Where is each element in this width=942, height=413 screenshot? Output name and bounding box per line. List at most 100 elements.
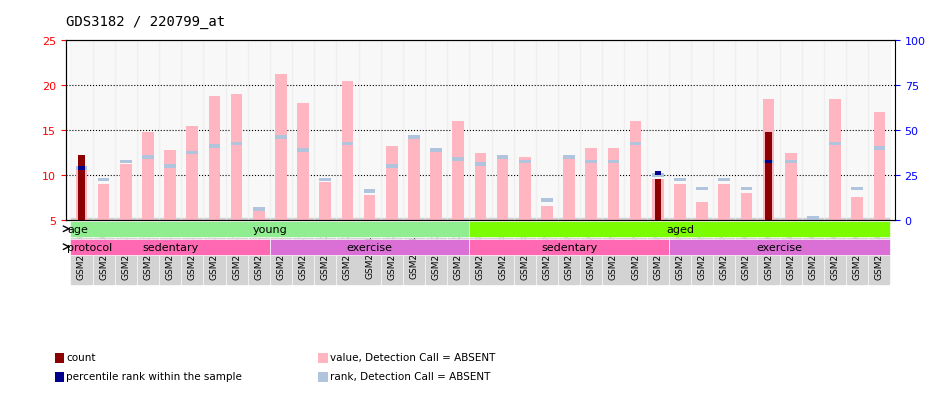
Bar — [513, 41, 536, 220]
Bar — [740, 187, 753, 191]
Bar — [71, 41, 92, 220]
Bar — [231, 95, 242, 220]
Bar — [78, 166, 85, 170]
Bar — [75, 171, 88, 220]
FancyBboxPatch shape — [669, 239, 890, 255]
Bar — [829, 100, 841, 220]
Bar — [475, 153, 486, 220]
Bar — [203, 41, 225, 220]
Bar — [386, 147, 398, 220]
Text: protocol: protocol — [67, 242, 112, 252]
Text: sedentary: sedentary — [541, 242, 597, 252]
Bar — [580, 41, 602, 220]
Bar — [496, 156, 509, 159]
Bar — [563, 156, 575, 159]
Bar — [608, 149, 619, 220]
Bar — [807, 220, 819, 225]
Bar — [447, 41, 469, 220]
Bar — [381, 41, 403, 220]
Bar — [452, 122, 464, 220]
Bar — [630, 142, 642, 146]
Bar — [137, 41, 159, 220]
Bar — [386, 165, 398, 169]
Bar — [763, 160, 774, 164]
Bar — [807, 217, 819, 220]
Bar — [558, 41, 580, 220]
Bar — [713, 41, 736, 220]
Bar — [403, 41, 425, 220]
Bar — [430, 149, 442, 152]
Text: value, Detection Call = ABSENT: value, Detection Call = ABSENT — [330, 352, 495, 362]
Bar — [669, 41, 691, 220]
Bar — [120, 165, 132, 220]
Bar — [646, 41, 669, 220]
Bar — [275, 75, 286, 220]
Bar — [536, 41, 558, 220]
Bar — [452, 158, 464, 161]
Bar — [336, 41, 359, 220]
Bar — [98, 185, 109, 220]
Bar — [142, 156, 154, 159]
Bar — [75, 166, 88, 170]
Bar — [98, 178, 109, 182]
Bar — [187, 126, 198, 220]
Bar — [187, 151, 198, 155]
Text: aged: aged — [666, 224, 694, 234]
Bar — [630, 122, 642, 220]
Bar — [766, 160, 771, 164]
Bar — [298, 149, 309, 152]
Bar — [655, 180, 661, 220]
Bar — [763, 100, 774, 220]
Bar — [253, 211, 265, 220]
Bar — [78, 156, 85, 220]
Bar — [298, 104, 309, 220]
Bar — [585, 160, 597, 164]
Bar — [342, 142, 353, 146]
Bar — [785, 153, 797, 220]
Bar — [824, 41, 846, 220]
Bar — [364, 195, 376, 220]
Bar — [802, 41, 824, 220]
Bar — [719, 178, 730, 182]
Bar — [408, 136, 420, 140]
Bar — [315, 41, 336, 220]
Text: GDS3182 / 220799_at: GDS3182 / 220799_at — [66, 15, 225, 29]
Bar — [873, 147, 885, 150]
Bar — [736, 41, 757, 220]
FancyBboxPatch shape — [469, 239, 669, 255]
Bar — [829, 142, 841, 146]
Text: age: age — [67, 224, 88, 234]
Bar — [181, 41, 203, 220]
Bar — [492, 41, 513, 220]
Bar — [208, 145, 220, 149]
Bar — [292, 41, 315, 220]
Bar — [652, 174, 663, 177]
Bar — [785, 160, 797, 164]
Bar — [475, 163, 486, 166]
Bar — [115, 41, 137, 220]
Bar — [269, 41, 292, 220]
Bar — [652, 180, 663, 220]
Bar — [674, 185, 686, 220]
Bar — [541, 199, 553, 202]
Bar — [625, 41, 646, 220]
Bar — [563, 158, 575, 220]
Bar — [469, 41, 492, 220]
Bar — [253, 208, 265, 211]
Bar — [757, 41, 780, 220]
Bar — [519, 160, 530, 164]
Bar — [319, 183, 331, 220]
Bar — [655, 172, 661, 176]
Bar — [852, 187, 863, 191]
Text: rank, Detection Call = ABSENT: rank, Detection Call = ABSENT — [330, 371, 490, 381]
Bar — [519, 158, 530, 220]
Bar — [696, 202, 707, 220]
Bar — [430, 150, 442, 220]
Bar — [496, 158, 509, 220]
Bar — [691, 41, 713, 220]
Bar — [425, 41, 447, 220]
Bar — [852, 198, 863, 220]
Bar — [164, 165, 176, 169]
Text: exercise: exercise — [756, 242, 803, 252]
Bar — [696, 187, 707, 191]
